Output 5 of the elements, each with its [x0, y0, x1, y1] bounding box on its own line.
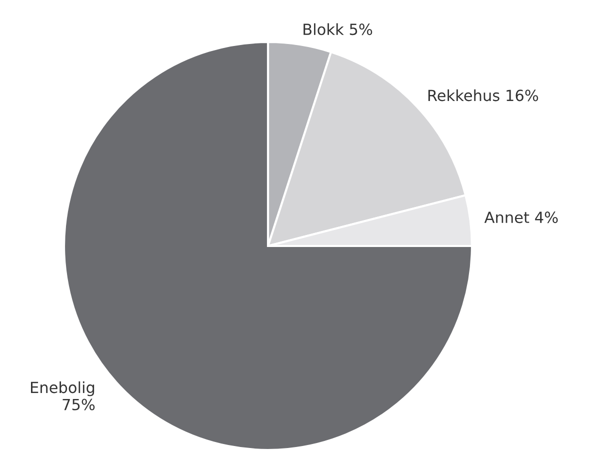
data-label: 75%	[62, 398, 95, 410]
slice-label: Blokk 5%	[304, 23, 372, 36]
slice-label: Rekkehus 16%	[428, 89, 538, 102]
slice-label: Annet 4%	[484, 212, 558, 224]
slice-label: Enebolig	[30, 381, 94, 396]
